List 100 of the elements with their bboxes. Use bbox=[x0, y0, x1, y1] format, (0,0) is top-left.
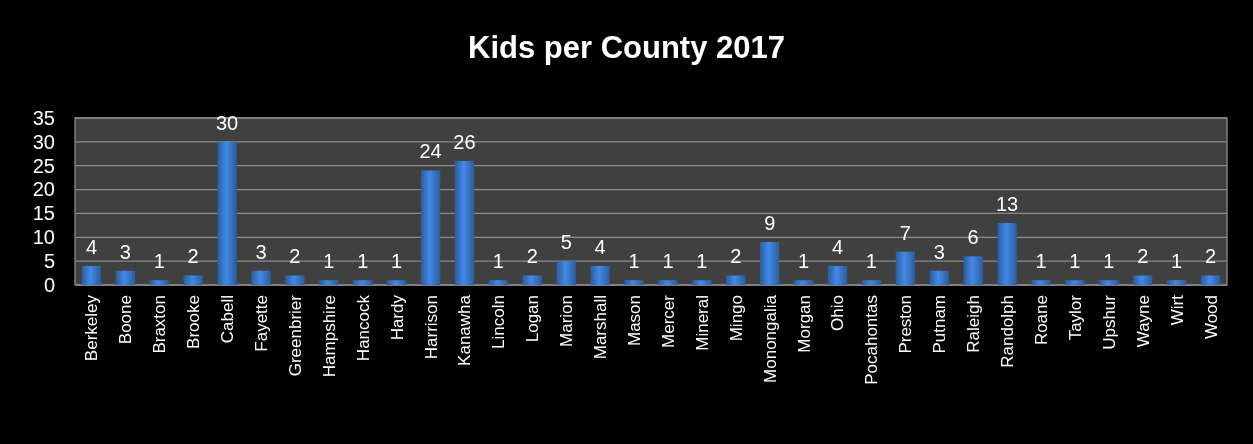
bar bbox=[319, 280, 339, 285]
data-label: 3 bbox=[119, 240, 131, 263]
bar bbox=[217, 141, 237, 285]
y-tick-label: 5 bbox=[43, 250, 55, 273]
y-tick-label: 20 bbox=[32, 178, 55, 201]
y-tick-label: 25 bbox=[32, 154, 55, 177]
y-tick-label: 30 bbox=[32, 130, 55, 153]
x-tick-label: Hardy bbox=[387, 294, 407, 341]
bar bbox=[590, 265, 610, 285]
x-tick-label: Pocahontas bbox=[862, 295, 882, 385]
bar bbox=[861, 280, 882, 285]
data-label: 2 bbox=[1204, 245, 1217, 268]
x-tick-label: Braxton bbox=[150, 295, 170, 354]
bar bbox=[420, 170, 441, 285]
bar bbox=[115, 270, 136, 285]
x-tick-label: Taylor bbox=[1065, 294, 1085, 341]
x-tick-label: Cabell bbox=[218, 295, 238, 344]
x-tick-label: Brooke bbox=[184, 295, 204, 349]
bar bbox=[895, 251, 916, 285]
data-label: 4 bbox=[831, 235, 844, 258]
bar bbox=[1133, 275, 1153, 285]
data-label: 1 bbox=[1035, 250, 1047, 273]
bar bbox=[522, 275, 542, 285]
y-tick-label: 35 bbox=[32, 106, 55, 129]
x-tick-label: Monongalia bbox=[760, 294, 780, 383]
data-label: 30 bbox=[215, 111, 239, 134]
bar bbox=[1166, 280, 1187, 285]
bar bbox=[183, 275, 203, 285]
bar bbox=[658, 280, 678, 285]
y-tick-label: 15 bbox=[32, 202, 55, 225]
x-tick-label: Wood bbox=[1201, 295, 1221, 340]
x-tick-label: Upshur bbox=[1099, 294, 1119, 350]
x-tick-label: Berkeley bbox=[82, 294, 102, 362]
data-label: 1 bbox=[1069, 250, 1081, 273]
data-label: 26 bbox=[453, 130, 476, 153]
bar bbox=[488, 280, 509, 285]
y-tick-label: 10 bbox=[32, 226, 55, 249]
x-tick-label: Raleigh bbox=[964, 295, 984, 353]
x-tick-label: Hampshire bbox=[319, 295, 339, 378]
x-tick-label: Hancock bbox=[353, 294, 373, 362]
x-tick-label: Mercer bbox=[658, 294, 678, 348]
data-label: 2 bbox=[526, 245, 538, 268]
bar bbox=[353, 280, 373, 285]
x-tick-label: Mineral bbox=[692, 295, 712, 351]
data-label: 1 bbox=[1103, 250, 1115, 273]
x-tick-label: Fayette bbox=[251, 295, 271, 352]
x-tick-label: Roane bbox=[1031, 295, 1051, 346]
data-label: 1 bbox=[628, 250, 640, 273]
data-label: 1 bbox=[391, 250, 403, 273]
data-label: 24 bbox=[419, 140, 442, 163]
data-label: 3 bbox=[933, 240, 945, 263]
bar bbox=[386, 280, 407, 285]
data-label: 1 bbox=[1171, 250, 1183, 273]
y-tick-label: 0 bbox=[43, 273, 55, 296]
data-label: 4 bbox=[85, 235, 98, 258]
data-label: 2 bbox=[289, 245, 301, 268]
x-tick-label: Marshall bbox=[591, 295, 611, 360]
x-tick-label: Harrison bbox=[421, 295, 441, 360]
bar bbox=[285, 275, 305, 285]
bar bbox=[1099, 280, 1119, 285]
bar bbox=[1200, 275, 1221, 285]
x-tick-label: Preston bbox=[896, 295, 916, 354]
x-tick-label: Boone bbox=[116, 295, 136, 345]
x-tick-label: Mason bbox=[624, 295, 644, 347]
bar bbox=[793, 280, 814, 285]
data-label: 2 bbox=[187, 245, 199, 268]
bar bbox=[726, 275, 746, 285]
bar bbox=[997, 222, 1017, 285]
bar bbox=[454, 160, 475, 285]
bar bbox=[149, 280, 169, 285]
data-label: 1 bbox=[357, 250, 369, 273]
bar bbox=[1031, 280, 1051, 285]
bar bbox=[251, 270, 271, 285]
data-label: 6 bbox=[967, 226, 979, 249]
bar bbox=[1065, 280, 1085, 285]
data-label: 1 bbox=[662, 250, 674, 273]
bar bbox=[963, 256, 983, 285]
bar bbox=[760, 242, 780, 285]
bar bbox=[624, 280, 644, 285]
x-tick-label: Kanawha bbox=[455, 294, 475, 366]
x-tick-label: Randolph bbox=[998, 295, 1018, 368]
data-label: 1 bbox=[492, 250, 504, 273]
data-label: 1 bbox=[798, 250, 810, 273]
bar bbox=[827, 265, 848, 285]
data-label: 1 bbox=[153, 250, 165, 273]
data-label: 1 bbox=[865, 250, 877, 273]
chart-title: Kids per County 2017 bbox=[468, 30, 785, 65]
bar bbox=[929, 270, 949, 285]
x-tick-label: Morgan bbox=[794, 295, 814, 353]
data-label: 2 bbox=[730, 245, 742, 268]
x-tick-label: Greenbrier bbox=[285, 294, 305, 377]
data-label: 13 bbox=[995, 192, 1019, 215]
x-tick-label: Lincoln bbox=[489, 295, 509, 349]
data-label: 5 bbox=[560, 231, 572, 254]
data-label: 4 bbox=[594, 235, 606, 258]
x-tick-label: Marion bbox=[557, 295, 577, 347]
data-label: 9 bbox=[764, 212, 776, 235]
x-tick-label: Wayne bbox=[1133, 295, 1153, 348]
bar bbox=[692, 280, 712, 285]
x-tick-label: Putnam bbox=[930, 295, 950, 354]
